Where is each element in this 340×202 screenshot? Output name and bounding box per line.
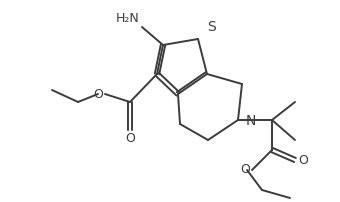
Text: O: O: [125, 132, 135, 145]
Text: N: N: [246, 114, 256, 127]
Text: O: O: [240, 163, 250, 176]
Text: S: S: [207, 20, 215, 34]
Text: O: O: [298, 154, 308, 167]
Text: O: O: [93, 87, 103, 100]
Text: H₂N: H₂N: [116, 13, 140, 25]
